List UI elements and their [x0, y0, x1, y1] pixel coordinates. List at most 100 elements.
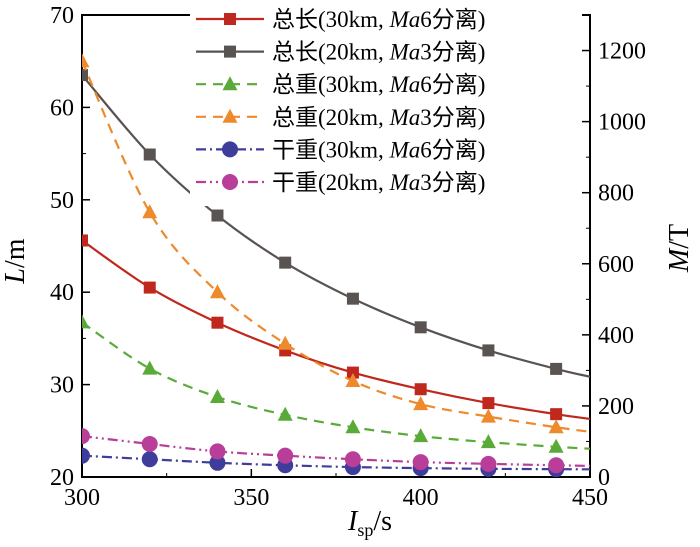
y-left-axis-title-main: L	[0, 268, 31, 285]
data-point	[413, 396, 429, 411]
data-point	[480, 455, 497, 472]
y-right-tick-label: 800	[598, 181, 634, 207]
series-line	[82, 454, 590, 471]
legend-marker	[224, 45, 236, 58]
data-point	[82, 53, 90, 68]
legend-label-suffix: 3分离)	[420, 105, 485, 130]
y-left-axis-title: L/m	[0, 238, 31, 284]
data-point	[82, 69, 88, 82]
series-line	[82, 321, 590, 450]
legend-label: 总重(30km, Ma6分离)	[272, 72, 485, 97]
data-point	[482, 344, 495, 357]
legend-label-ma: Ma	[389, 40, 421, 65]
legend-marker	[224, 13, 236, 25]
x-axis-title-unit: /s	[373, 506, 392, 537]
y-right-tick-label: 600	[598, 252, 634, 278]
legend-label-prefix: 总长(20km,	[272, 40, 390, 65]
x-axis-title-sub: sp	[357, 520, 373, 540]
data-point	[548, 457, 565, 474]
x-tick-label: 300	[64, 485, 100, 511]
legend-label-prefix: 总重(30km,	[272, 72, 390, 97]
y-right-tick-label: 400	[598, 323, 634, 349]
data-point	[211, 316, 224, 329]
data-point	[482, 397, 495, 410]
data-point	[480, 408, 496, 423]
legend-label-ma: Ma	[389, 105, 421, 130]
data-point	[211, 209, 224, 222]
data-point	[413, 428, 429, 443]
y-left-tick-label: 60	[50, 95, 74, 121]
data-point	[142, 360, 158, 375]
y-right-axis-title-main: M	[664, 247, 695, 273]
legend-label-ma: Ma	[389, 72, 421, 97]
legend-marker	[222, 76, 238, 91]
data-point	[82, 234, 88, 247]
legend-label-suffix: 3分离)	[420, 170, 485, 195]
legend-label-prefix: 干重(30km,	[272, 137, 390, 162]
legend-label-suffix: 6分离)	[420, 7, 485, 32]
y-left-axis-title-unit: /m	[0, 238, 31, 268]
y-right-tick-label: 1200	[598, 39, 646, 65]
series-line	[82, 60, 590, 433]
data-point	[279, 256, 292, 269]
y-left-tick-label: 20	[50, 465, 74, 491]
data-point	[345, 419, 361, 434]
data-point	[412, 454, 429, 471]
data-point	[480, 434, 496, 449]
legend-label-suffix: 3分离)	[420, 40, 485, 65]
data-point	[143, 281, 156, 294]
legend-label-prefix: 总长(30km,	[272, 7, 390, 32]
legend-background	[190, 1, 582, 206]
legend-marker	[222, 174, 238, 190]
legend: 总长(30km, Ma6分离)总长(20km, Ma3分离)总重(30km, M…	[190, 1, 582, 206]
y-right-axis-title: M/T	[664, 224, 695, 273]
data-point	[346, 292, 359, 305]
data-point	[141, 451, 158, 468]
data-point	[209, 284, 225, 299]
data-point	[548, 438, 564, 453]
y-left-tick-label: 70	[50, 3, 74, 29]
series-line	[82, 239, 590, 420]
series-group	[82, 53, 590, 477]
y-left-tick-label: 40	[50, 280, 74, 306]
legend-label-ma: Ma	[389, 7, 421, 32]
data-point	[82, 314, 90, 329]
series-line	[82, 435, 590, 467]
x-tick-label: 450	[572, 485, 608, 511]
data-point	[82, 428, 90, 445]
legend-marker	[222, 141, 238, 158]
data-point	[548, 419, 564, 434]
data-point	[550, 362, 563, 375]
legend-label-ma: Ma	[389, 137, 421, 162]
data-point	[209, 389, 225, 404]
legend-label-prefix: 总重(20km,	[272, 105, 390, 130]
data-point	[209, 443, 226, 460]
legend-label-suffix: 6分离)	[420, 72, 485, 97]
y-right-tick-label: 200	[598, 394, 634, 420]
x-tick-label: 400	[403, 485, 439, 511]
legend-label: 总长(20km, Ma3分离)	[272, 40, 485, 65]
legend-label: 总长(30km, Ma6分离)	[272, 7, 485, 32]
data-point	[277, 447, 294, 464]
data-point	[277, 335, 293, 350]
legend-label-suffix: 6分离)	[420, 137, 485, 162]
y-left-tick-label: 50	[50, 188, 74, 214]
data-point	[141, 435, 158, 452]
x-axis-title-main: I	[347, 506, 359, 537]
data-point	[143, 148, 156, 161]
data-point	[344, 451, 361, 468]
data-point	[142, 204, 158, 219]
data-point	[414, 383, 427, 396]
series-line	[82, 74, 590, 378]
data-point	[209, 454, 226, 471]
data-point	[82, 447, 90, 464]
legend-label-ma: Ma	[389, 170, 421, 195]
y-right-tick-label: 1000	[598, 110, 646, 136]
legend-label: 总重(20km, Ma3分离)	[272, 105, 485, 130]
y-right-axis-title-unit: /T	[664, 224, 695, 249]
legend-label: 干重(20km, Ma3分离)	[272, 170, 485, 195]
legend-label: 干重(30km, Ma6分离)	[272, 137, 485, 162]
legend-label-prefix: 干重(20km,	[272, 170, 390, 195]
x-tick-label: 350	[233, 485, 269, 511]
